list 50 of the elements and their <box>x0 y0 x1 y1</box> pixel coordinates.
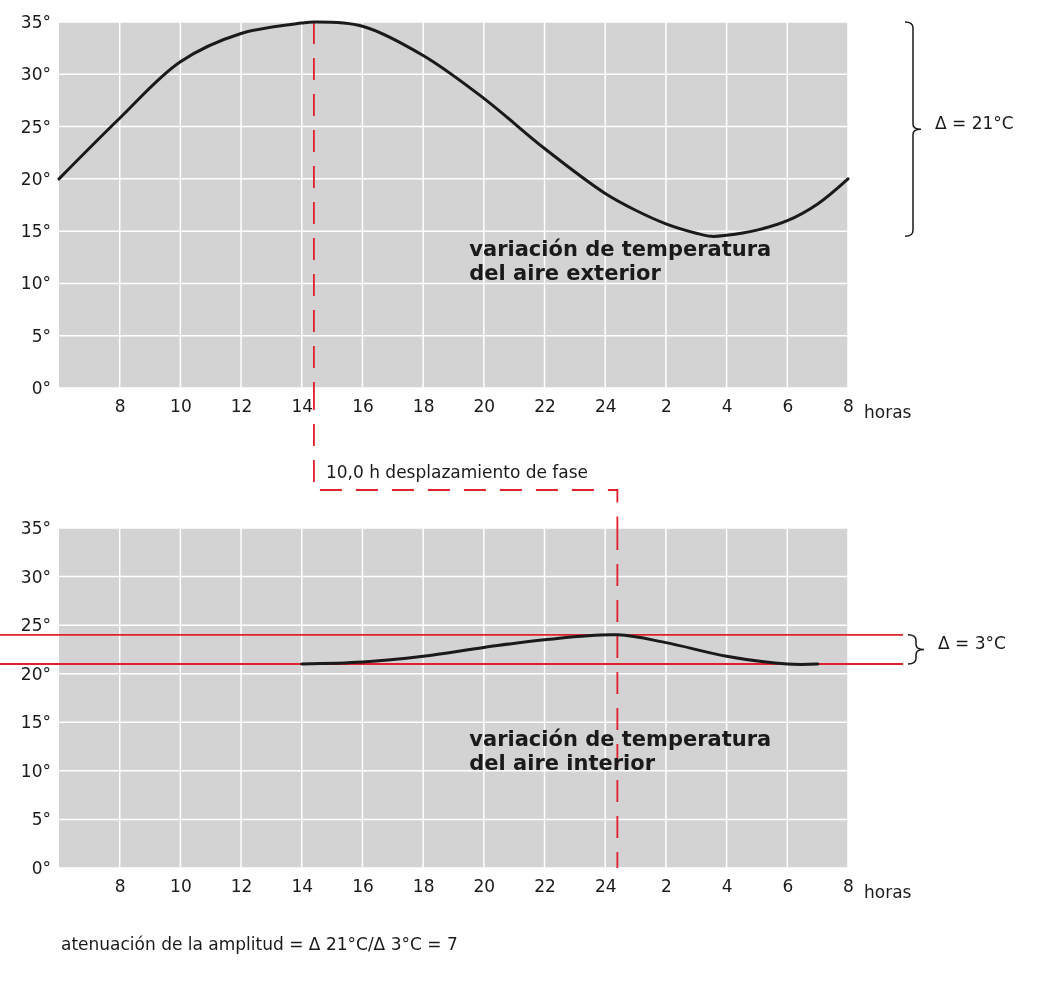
x-tick-label: 12 <box>230 876 253 897</box>
y-tick-label: 20° <box>20 168 51 189</box>
annotation: variación de temperatura del aire exterior <box>469 237 772 286</box>
y-tick-label: 25° <box>20 615 51 636</box>
x-tick-label: 4 <box>721 876 733 897</box>
x-tick-label: 24 <box>594 396 617 417</box>
x-tick-label: 24 <box>594 876 617 897</box>
x-tick-label: 4 <box>721 396 733 417</box>
x-tick-label: 2 <box>661 396 672 417</box>
x-tick-label: 8 <box>843 396 854 417</box>
y-tick-label: 30° <box>20 64 51 85</box>
x-tick-label: 16 <box>352 396 374 417</box>
y-tick-label: 25° <box>20 116 51 137</box>
text: 10,0 h desplazamiento de fase <box>325 462 589 482</box>
x-tick-label: 8 <box>114 396 126 417</box>
x-tick-label: 22 <box>534 396 556 417</box>
x-axis-title: horas <box>864 402 912 423</box>
y-tick-label: 0° <box>31 857 51 878</box>
x-tick-label: 18 <box>412 876 435 897</box>
x-tick-label: 20 <box>473 876 496 897</box>
x-tick-label: 8 <box>114 876 126 897</box>
x-tick-label: 16 <box>352 876 374 897</box>
x-tick-label: 12 <box>230 396 253 417</box>
y-tick-label: 15° <box>20 221 51 242</box>
x-tick-label: 10 <box>170 876 192 897</box>
text: atenuación de la amplitud = Δ 21°C/Δ 3°C = 7 <box>61 934 458 954</box>
x-tick-label: 6 <box>782 396 794 417</box>
x-axis-title: horas <box>864 882 912 903</box>
y-tick-label: 0° <box>31 377 51 398</box>
x-tick-label: 18 <box>412 396 435 417</box>
y-tick-label: 35° <box>20 11 51 32</box>
x-tick-label: 14 <box>291 876 314 897</box>
y-tick-label: 10° <box>20 273 51 294</box>
y-tick-label: 5° <box>31 809 51 830</box>
x-tick-label: 22 <box>534 876 556 897</box>
text: Δ = 3°C <box>938 633 1006 654</box>
y-tick-label: 20° <box>20 663 51 684</box>
x-tick-label: 14 <box>291 396 314 417</box>
y-tick-label: 35° <box>20 517 51 538</box>
y-tick-label: 15° <box>20 712 51 733</box>
x-tick-label: 8 <box>843 876 854 897</box>
annotation: variación de temperatura del aire interior <box>469 726 772 775</box>
y-tick-label: 5° <box>31 325 51 346</box>
x-tick-label: 10 <box>170 396 192 417</box>
y-tick-label: 30° <box>20 566 51 587</box>
text: Δ = 21°C <box>935 113 1014 134</box>
y-tick-label: 10° <box>20 760 51 781</box>
x-tick-label: 20 <box>473 396 496 417</box>
x-tick-label: 6 <box>782 876 794 897</box>
x-tick-label: 2 <box>661 876 672 897</box>
